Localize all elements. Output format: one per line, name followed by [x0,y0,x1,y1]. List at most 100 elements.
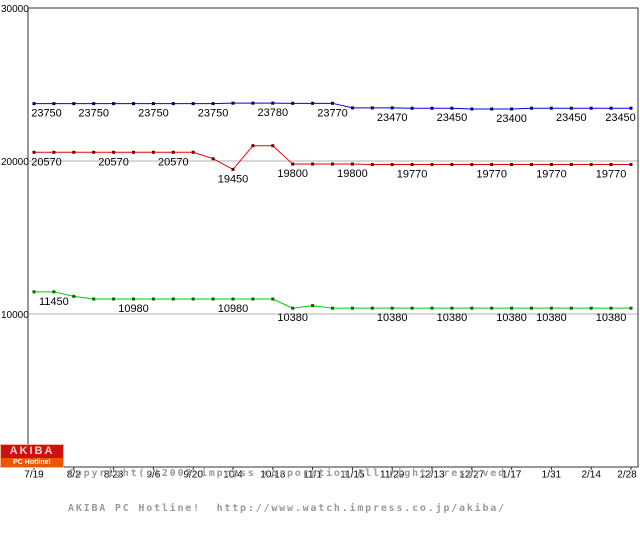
data-point-red [430,163,434,167]
data-point-blue [530,106,533,110]
data-point-green [589,306,593,310]
value-label-red: 19770 [536,169,567,181]
data-point-blue [569,106,573,110]
data-point-blue [549,106,553,110]
data-point-red [32,150,36,154]
data-point-blue [629,106,633,110]
x-axis-label: 11/29 [380,470,405,481]
data-point-blue [112,102,116,106]
akiba-logo-title: AKIBA [9,445,55,457]
value-label-red: 19450 [218,173,249,185]
x-axis-label: 10/18 [260,470,285,481]
data-point-green [430,306,434,310]
copyright-line2: AKIBA PC Hotline! http://www.watch.impre… [68,502,506,514]
x-axis-label: 12/13 [419,470,444,481]
data-point-red [211,157,215,161]
data-point-green [331,306,334,310]
data-point-red [450,163,454,167]
x-axis-label: 11/1 [303,470,322,481]
value-label-red: 19800 [337,168,368,180]
data-point-red [311,162,315,166]
value-label-green: 10980 [218,303,249,315]
data-point-blue [470,107,474,111]
data-point-green [271,297,275,301]
copyright-block: Copyright(c)2003 impress corporation All… [68,445,514,537]
data-point-red [370,163,374,167]
data-point-green [151,297,155,301]
data-point-blue [430,106,434,110]
data-point-red [609,163,613,167]
x-axis-label: 2/28 [617,470,637,481]
data-point-green [112,297,116,301]
data-point-red [490,163,494,167]
data-point-blue [191,102,195,106]
data-point-red [251,144,255,148]
value-label-red: 20570 [158,156,189,168]
data-point-red [132,150,135,154]
value-label-blue: 23750 [31,108,62,120]
data-point-green [470,306,474,310]
data-point-blue [231,101,235,105]
data-point-red [231,167,235,171]
data-point-green [410,306,414,310]
value-label-blue: 23400 [496,113,527,125]
data-point-blue [151,102,155,106]
data-point-red [510,163,514,167]
value-label-red: 20570 [98,156,129,168]
y-axis-label: 10000 [1,310,29,321]
value-label-blue: 23770 [317,107,348,119]
data-point-blue [331,101,334,105]
value-label-green: 10380 [536,312,567,324]
data-point-red [52,150,56,154]
data-point-blue [271,101,275,105]
data-point-red [331,162,334,166]
value-label-green: 10380 [437,312,468,324]
data-point-green [569,306,573,310]
x-axis-label: 2/14 [581,470,601,481]
data-point-blue [450,106,454,110]
data-point-red [92,150,96,154]
x-axis-label: 8/23 [104,470,124,481]
data-point-green [52,290,56,294]
x-axis-label: 1/31 [542,470,562,481]
data-point-green [450,306,454,310]
data-point-green [92,297,96,301]
value-label-blue: 23780 [258,107,289,119]
data-point-blue [132,102,135,106]
data-point-blue [609,106,613,110]
data-point-blue [32,102,36,106]
value-label-blue: 23470 [377,112,408,124]
value-label-green: 10380 [377,312,408,324]
data-point-green [72,294,76,298]
data-point-red [271,144,275,148]
data-point-red [291,162,295,166]
data-point-blue [490,107,494,111]
data-point-red [569,163,573,167]
value-label-green: 10380 [496,312,527,324]
akiba-logo-subtitle: PC Hotline! [1,458,63,467]
data-point-blue [92,102,96,106]
data-point-green [32,290,36,294]
data-point-blue [52,102,56,106]
value-label-red: 20570 [31,156,62,168]
data-point-red [191,150,195,154]
x-axis-label: 9/6 [146,470,160,481]
data-point-red [390,163,394,167]
data-point-red [629,163,633,167]
data-point-red [470,163,474,167]
value-label-blue: 23450 [437,112,468,124]
x-axis-label: 10/4 [223,470,243,481]
data-point-blue [171,102,175,106]
data-point-green [231,297,235,301]
data-point-red [410,163,414,167]
x-axis-label: 1/17 [502,470,522,481]
data-point-blue [390,106,394,110]
data-point-red [530,163,533,167]
x-axis-label: 8/2 [67,470,81,481]
value-label-blue: 23450 [556,112,587,124]
copyright-line1: Copyright(c)2003 impress corporation All… [68,468,514,479]
data-point-green [609,306,613,310]
data-point-red [589,163,593,167]
x-axis-label: 9/20 [183,470,203,481]
value-label-blue: 23750 [138,108,169,120]
